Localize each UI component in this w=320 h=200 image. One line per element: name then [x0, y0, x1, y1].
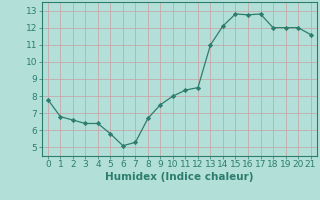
X-axis label: Humidex (Indice chaleur): Humidex (Indice chaleur) — [105, 172, 253, 182]
